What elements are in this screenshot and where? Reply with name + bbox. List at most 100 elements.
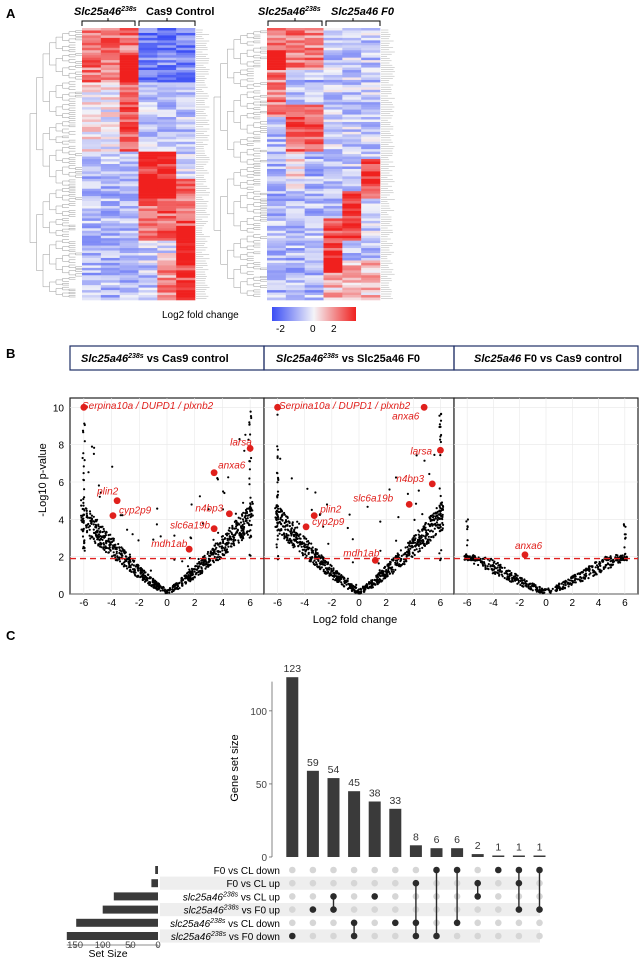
volcano-point xyxy=(184,582,187,585)
volcano-point xyxy=(102,527,105,531)
heatmap-right-cell xyxy=(342,168,362,172)
volcano-point xyxy=(225,549,228,552)
heatmap-left-cell xyxy=(176,292,196,296)
volcano-point xyxy=(220,547,223,550)
heatmap-left-cell xyxy=(157,146,177,150)
heatmap-left-cell xyxy=(138,136,158,140)
heatmap-left-cell xyxy=(138,62,158,66)
volcano-point xyxy=(549,591,552,594)
heatmap-left xyxy=(82,28,196,301)
heatmap-right-cell xyxy=(361,164,381,167)
volcano-point xyxy=(290,477,293,480)
heatmap-right-cell xyxy=(323,292,343,296)
heatmap-left-cell xyxy=(82,208,102,212)
heatmap-left-cell xyxy=(82,250,102,254)
volcano-point xyxy=(86,523,89,526)
volcano-2-highlight-point xyxy=(428,480,436,488)
heatmap-left-cell xyxy=(119,243,139,246)
heatmap-left-cell xyxy=(157,92,177,96)
volcano-point xyxy=(120,546,123,549)
heatmap-right-cell xyxy=(342,124,362,128)
heatmap-right-cell xyxy=(267,228,287,232)
heatmap-left-group1: Slc25a46 xyxy=(74,6,122,18)
volcano-point xyxy=(573,581,576,584)
heatmap-left-cell xyxy=(100,149,120,152)
heatmap-right-cell xyxy=(323,173,343,177)
heatmap-right-cell xyxy=(267,87,287,91)
heatmap-right-dendrogram-branch xyxy=(240,115,248,130)
heatmap-right-cell xyxy=(304,119,324,123)
volcano-point xyxy=(394,476,398,479)
heatmap-left-cell xyxy=(82,198,102,202)
heatmap-left-dendrogram-branch xyxy=(68,31,76,36)
heatmap-left-cell xyxy=(176,297,196,301)
heatmap-left-cell xyxy=(100,74,120,78)
upset-bar xyxy=(492,855,505,857)
heatmap-right-cell xyxy=(304,248,324,251)
heatmap-right-cell xyxy=(304,57,324,61)
heatmap-right-cell xyxy=(304,134,324,138)
upset-matrix-dot xyxy=(495,919,502,927)
heatmap-left-cell xyxy=(157,272,177,276)
heatmap-right-cell xyxy=(304,37,324,41)
volcano-point xyxy=(249,410,252,413)
heatmap-left-cell xyxy=(119,213,139,217)
volcano-point xyxy=(223,553,226,556)
heatmap-left-cell xyxy=(138,119,158,123)
volcano-point xyxy=(376,579,380,582)
heatmap-right-dendrogram-branch xyxy=(246,228,254,233)
heatmap-left-dendrogram-branch xyxy=(55,58,63,72)
volcano-point xyxy=(227,532,230,535)
heatmap-left-cell xyxy=(82,87,102,91)
upset-matrix-dot xyxy=(309,893,317,900)
heatmap-left-cell xyxy=(100,191,120,194)
volcano-point xyxy=(302,535,305,538)
heatmap-left-cell xyxy=(138,285,158,288)
volcano-point xyxy=(465,520,468,523)
heatmap-left-cell xyxy=(100,164,120,167)
volcano-point xyxy=(229,535,232,539)
heatmap-left-cell xyxy=(138,92,158,96)
volcano-point xyxy=(477,563,480,567)
heatmap-right-cell xyxy=(285,62,305,66)
upset-matrix-dot xyxy=(474,906,482,913)
heatmap-left-cell xyxy=(82,136,102,140)
heatmap-left-cell xyxy=(119,121,139,125)
heatmap-left-dendrogram-branch xyxy=(55,189,63,198)
heatmap-left-dendrogram-branch xyxy=(68,38,76,43)
heatmap-right-cell xyxy=(285,168,305,172)
heatmap-right-cell xyxy=(267,32,287,36)
heatmap-right-cell xyxy=(285,151,305,155)
volcano-1-gene-label: cyp2p9 xyxy=(119,506,152,517)
heatmap-left-cell xyxy=(119,292,139,296)
heatmap-right-cell xyxy=(267,79,287,83)
heatmap-left-dendrogram-branch xyxy=(68,179,76,183)
upset-set-size-label: Set Size xyxy=(88,948,127,959)
heatmap-left-dendrogram-branch xyxy=(62,286,69,291)
volcano-point xyxy=(246,521,249,524)
heatmap-left-cell xyxy=(157,74,177,78)
heatmap-right-cell xyxy=(304,235,324,239)
heatmap-right-cell xyxy=(304,210,324,214)
heatmap-right-cell xyxy=(285,89,305,93)
heatmap-right-dendrogram-branch xyxy=(240,139,248,145)
heatmap-left-cell xyxy=(157,164,177,167)
heatmap-left-cell xyxy=(82,124,102,128)
volcano-point xyxy=(240,526,243,529)
volcano-point xyxy=(438,423,441,426)
heatmap-right-cell xyxy=(304,201,324,204)
volcano-point xyxy=(432,512,435,515)
volcano-point xyxy=(275,525,278,529)
heatmap-left-cell xyxy=(82,129,102,133)
heatmap-right-dendrogram-branch xyxy=(220,63,228,131)
heatmap-left-cell xyxy=(138,121,158,125)
volcano-point xyxy=(310,542,313,545)
heatmap-right-cell xyxy=(304,218,324,222)
heatmap-right-cell xyxy=(304,72,324,76)
volcano-point xyxy=(401,562,404,566)
heatmap-left-cell xyxy=(157,228,177,232)
heatmap-left-cell xyxy=(138,290,158,293)
heatmap-left-cell xyxy=(176,82,196,86)
volcano-point xyxy=(230,545,233,548)
heatmap-right-cell xyxy=(267,124,287,128)
